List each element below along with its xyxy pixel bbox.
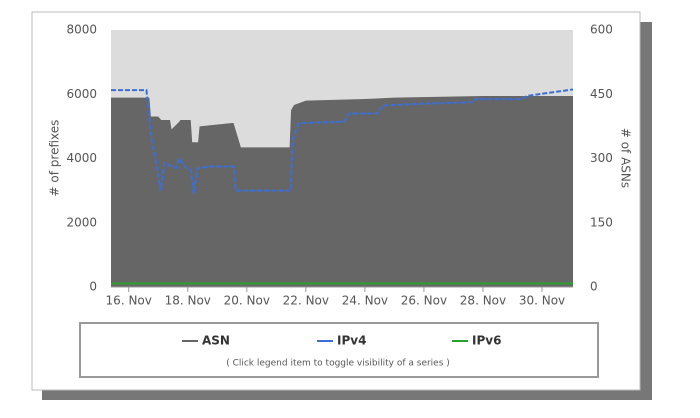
area: [111, 95, 573, 287]
x-tick-label: 28. Nov: [460, 294, 506, 308]
legend-box: [79, 322, 599, 378]
y-tick-label: 0: [89, 280, 97, 294]
x-tick-label: 30. Nov: [519, 294, 565, 308]
x-tick-label: 22. Nov: [283, 294, 329, 308]
y-tick-label: 4000: [66, 151, 97, 165]
legend-note: ( Click legend item to toggle visibility…: [226, 359, 450, 369]
y2-tick-label: 600: [590, 23, 613, 37]
legend-label: ASN: [202, 334, 230, 348]
y2-tick-label: 450: [590, 87, 613, 101]
y-axis-title: # of prefixes: [48, 120, 62, 197]
y2-axis-title: # of ASNs: [619, 128, 633, 188]
legend-label: IPv4: [337, 334, 366, 348]
legend-label: IPv6: [472, 334, 501, 348]
y-tick-label: 2000: [66, 215, 97, 229]
y2-tick-label: 0: [590, 280, 598, 294]
line: [111, 88, 574, 194]
y2-tick-label: 150: [590, 215, 613, 229]
y2-tick-label: 300: [590, 151, 613, 165]
x-tick-label: 26. Nov: [401, 294, 447, 308]
x-tick-label: 18. Nov: [165, 294, 211, 308]
y-tick-label: 6000: [66, 87, 97, 101]
y-tick-label: 8000: [66, 23, 97, 37]
x-tick-label: 24. Nov: [342, 294, 388, 308]
x-tick-label: 16. Nov: [106, 294, 152, 308]
x-tick-label: 20. Nov: [224, 294, 270, 308]
